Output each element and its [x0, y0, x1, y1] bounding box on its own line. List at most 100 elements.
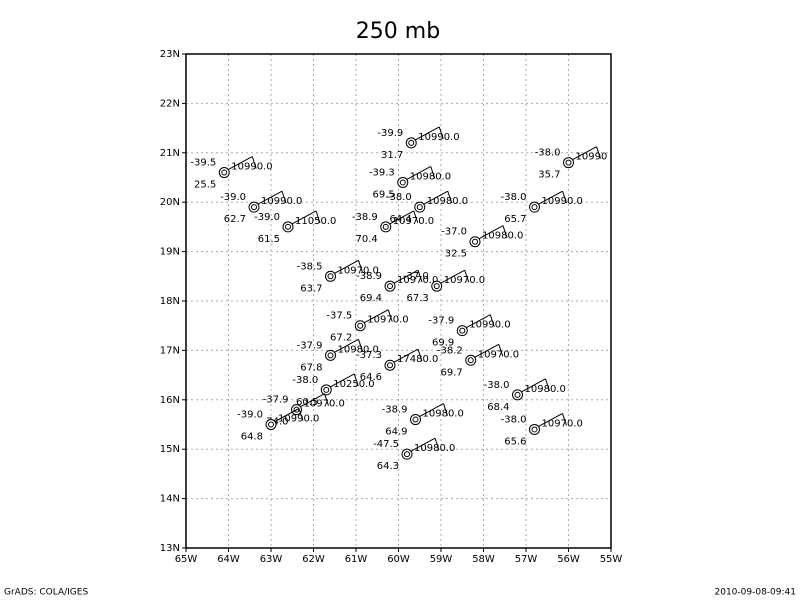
- station-inner: [531, 204, 538, 211]
- height: 10980.0: [414, 443, 455, 454]
- wind-staff: [330, 373, 355, 388]
- station-inner: [357, 322, 364, 329]
- lower-value: 60.5: [296, 397, 318, 408]
- lower-value: 69.9: [432, 338, 454, 349]
- wind-staff: [440, 269, 465, 284]
- y-tick-label: 20N: [160, 197, 180, 208]
- plot-frame: [185, 53, 612, 549]
- wind-barb: [502, 225, 508, 238]
- temperature: -38.5: [297, 261, 323, 272]
- station-outer: [384, 359, 396, 371]
- wind-barb: [324, 393, 329, 406]
- station-inner: [412, 416, 419, 423]
- height: 10970.0: [542, 418, 583, 429]
- chart-title: 250 mb: [356, 19, 440, 44]
- station-outer: [512, 389, 523, 401]
- x-tick-label: 55W: [600, 554, 623, 565]
- station-outer: [248, 201, 260, 213]
- wind-staff: [291, 210, 317, 225]
- y-tick-label: 22N: [160, 98, 180, 109]
- height: 10980.0: [482, 231, 523, 242]
- y-tick-label: 21N: [160, 148, 180, 159]
- wind-staff: [389, 210, 414, 225]
- lower-value: 64.4: [389, 214, 411, 225]
- lower-value: 35.7: [538, 170, 560, 181]
- y-tick-label: 23N: [160, 49, 180, 60]
- height: 10990.0: [231, 162, 272, 173]
- height: 10980.0: [338, 344, 379, 355]
- station-outer: [218, 167, 230, 179]
- station-outer: [405, 137, 417, 149]
- height: 10980.0: [410, 171, 451, 182]
- wind-barb: [434, 437, 440, 451]
- temperature: -37.5: [326, 311, 352, 322]
- height: 10980.0: [525, 384, 566, 395]
- footer-right: 2010-09-08-09:41: [715, 588, 797, 598]
- wind-staff: [334, 338, 359, 353]
- height: 17480.0: [397, 354, 438, 365]
- height: 10990.0: [469, 320, 510, 331]
- wind-staff: [257, 190, 283, 205]
- station-inner: [433, 283, 440, 290]
- station-inner: [404, 451, 410, 458]
- wind-barb: [251, 156, 257, 169]
- wind-staff: [478, 225, 504, 240]
- temperature: -37.9: [263, 395, 289, 406]
- temperature: -38.9: [352, 212, 378, 223]
- station-outer: [325, 349, 336, 361]
- y-tick-label: 17N: [160, 345, 180, 356]
- station-inner: [459, 327, 466, 334]
- temperature: -38.0: [501, 192, 527, 203]
- temperature: -39.5: [190, 158, 216, 169]
- station-outer: [529, 423, 540, 435]
- wind-barb: [464, 270, 470, 283]
- height: 10970.0: [304, 399, 345, 410]
- wind-barb: [489, 314, 495, 327]
- wind-staff: [419, 403, 444, 417]
- wind-staff: [572, 146, 597, 161]
- station-outer: [282, 221, 294, 233]
- lower-value: 68.4: [487, 402, 509, 413]
- station-outer: [431, 280, 443, 292]
- wind-staff: [300, 393, 325, 408]
- temperature: -39.0: [254, 212, 280, 223]
- height: 10990.0: [418, 132, 459, 143]
- station-inner: [285, 223, 291, 230]
- lower-value: 67.3: [406, 293, 428, 304]
- temperature: -37.3: [356, 350, 382, 361]
- temperature: -38.0: [484, 380, 510, 391]
- station-outer: [380, 221, 392, 233]
- height: 10970.0: [393, 216, 434, 227]
- wind-barb: [358, 339, 363, 352]
- footer-left: GrADS: COLA/IGES: [4, 588, 88, 598]
- lower-value: 70.4: [355, 234, 377, 245]
- station-outer: [265, 419, 277, 430]
- wind-barb: [413, 210, 419, 224]
- temperature: -39.9: [377, 128, 403, 139]
- height: 10990.0: [542, 196, 583, 207]
- lower-value: 32.5: [445, 249, 467, 260]
- station-outer: [465, 354, 477, 366]
- wind-staff: [538, 190, 563, 205]
- station-inner: [387, 283, 393, 290]
- wind-staff: [393, 269, 419, 284]
- wind-barb: [353, 373, 359, 387]
- height: 10990.0: [261, 196, 302, 207]
- y-tick-label: 16N: [160, 395, 180, 406]
- temperature: -47.5: [373, 439, 399, 450]
- station-inner: [467, 357, 474, 364]
- wind-staff: [415, 126, 440, 141]
- height: 11050.0: [295, 216, 336, 227]
- wind-staff: [466, 314, 491, 329]
- temperature: -37.9: [428, 316, 454, 327]
- height: 10250.0: [333, 379, 374, 390]
- x-tick-label: 56W: [557, 554, 580, 565]
- station-inner: [531, 426, 538, 433]
- station-outer: [456, 325, 468, 337]
- wind-staff: [393, 348, 419, 363]
- x-tick-label: 61W: [345, 554, 368, 565]
- wind-barb: [358, 260, 363, 273]
- temperature: -39.3: [369, 167, 395, 178]
- wind-staff: [406, 166, 431, 180]
- wind-staff: [474, 343, 499, 358]
